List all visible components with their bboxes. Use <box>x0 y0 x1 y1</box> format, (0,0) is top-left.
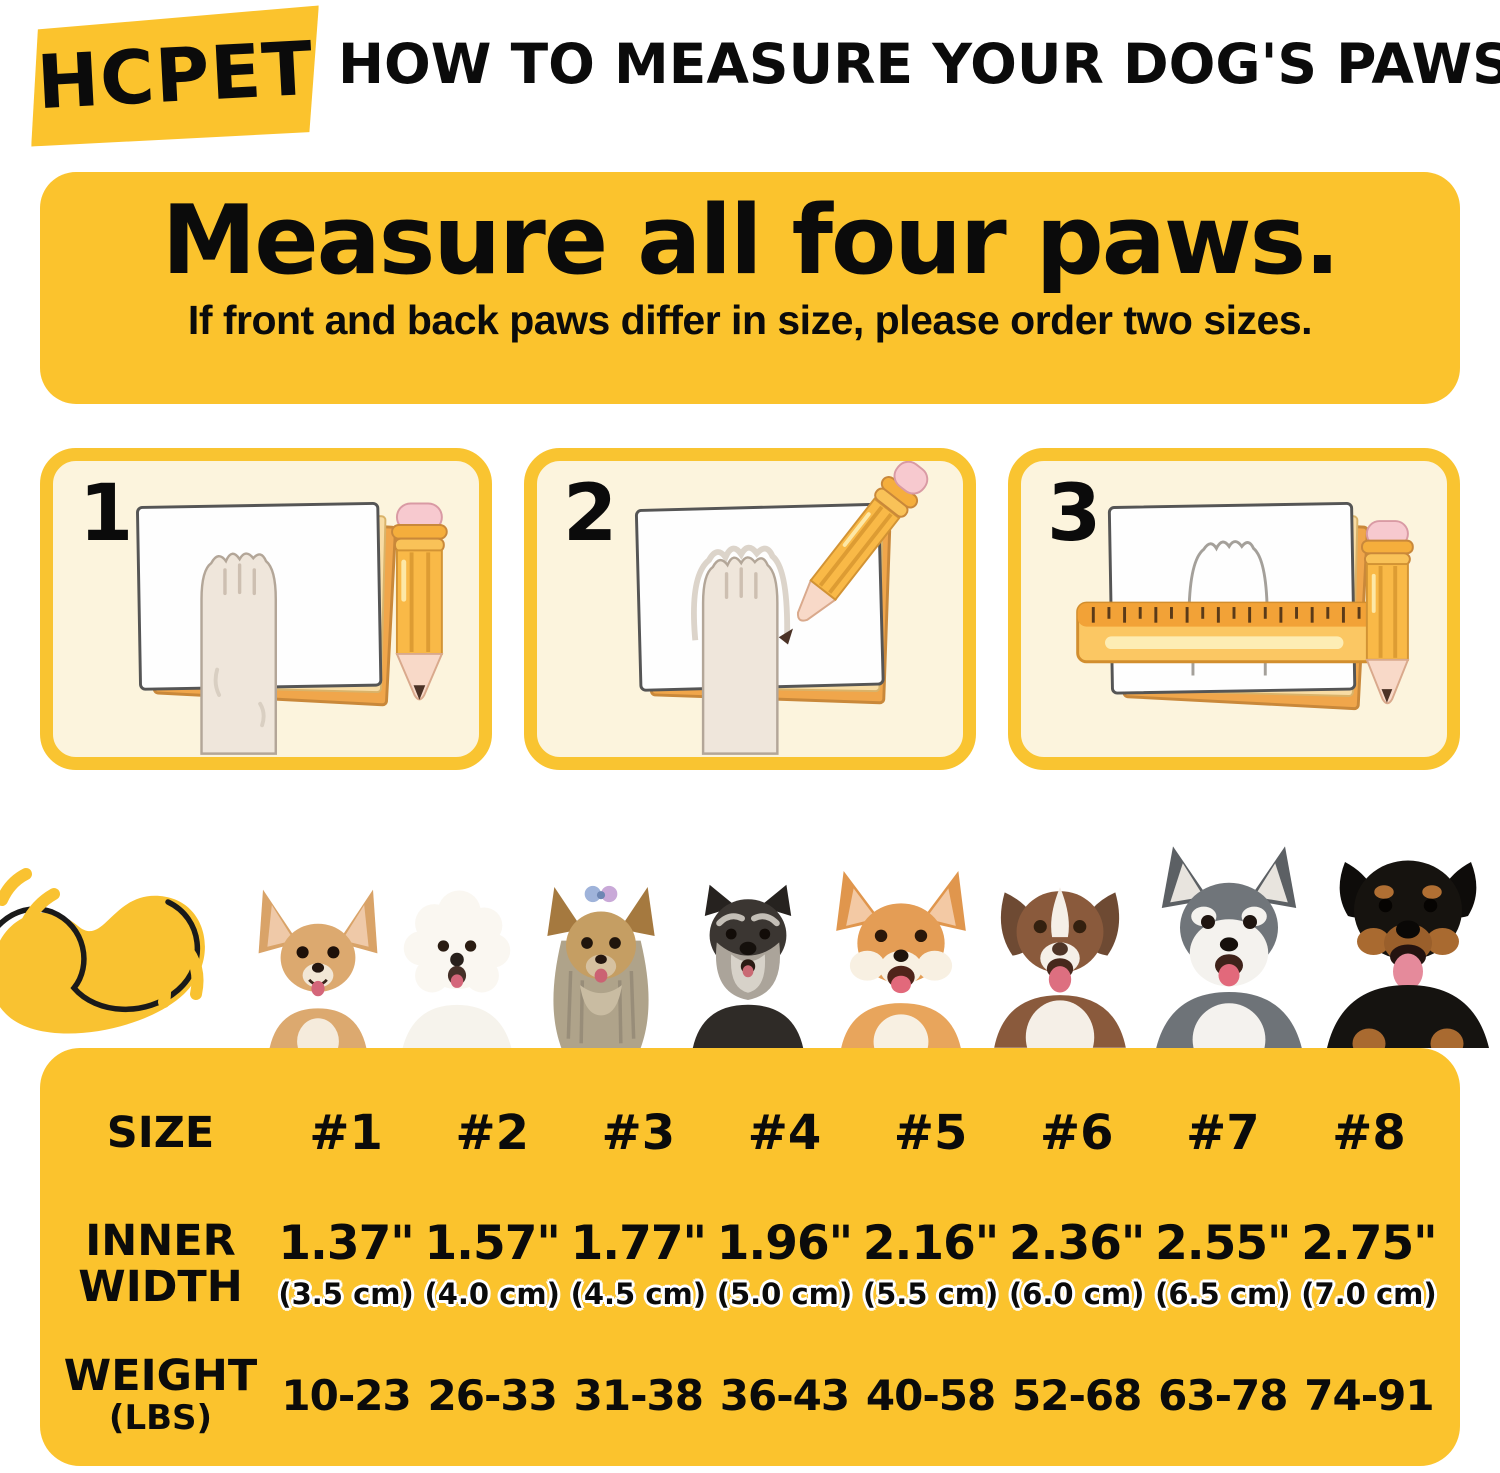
size-row-label: SIZE <box>106 1107 215 1158</box>
page-title: HOW TO MEASURE YOUR DOG'S PAWS <box>338 32 1500 96</box>
logo-text: HCPET <box>34 25 316 127</box>
inner-width-row-label: INNER WIDTH <box>78 1215 243 1312</box>
paw-on-paper-illustration <box>136 501 448 755</box>
step-number: 1 <box>79 469 134 559</box>
trace-paw-illustration <box>634 461 929 755</box>
weight-value: 52-68 <box>1012 1370 1142 1420</box>
inner-width-value: 2.75" (7.0 cm) <box>1301 1216 1437 1312</box>
dog-photo-australian-shepherd <box>994 887 1126 1048</box>
trace-outline <box>691 544 791 641</box>
weight-value: 40-58 <box>865 1370 996 1420</box>
dog-photo-husky <box>1155 846 1302 1048</box>
weight-row-label: WEIGHT (LBS) <box>63 1351 258 1438</box>
squiggle-doodle-icon <box>0 868 205 1034</box>
dog-photo-chihuahua <box>258 889 378 1048</box>
measure-banner: Measure all four paws. If front and back… <box>40 172 1460 404</box>
ruler-icon <box>1076 601 1402 664</box>
size-value: #6 <box>1039 1104 1114 1161</box>
pencil-icon <box>391 502 448 701</box>
size-value: #3 <box>601 1104 676 1161</box>
ruler-measure-illustration <box>1076 501 1414 711</box>
weight-value: 31-38 <box>573 1370 704 1420</box>
step-panel-1: 1 <box>40 448 492 770</box>
pencil-icon <box>778 461 929 645</box>
dog-photo-rottweiler <box>1326 860 1489 1048</box>
banner-subtitle: If front and back paws differ in size, p… <box>187 297 1313 343</box>
weight-value: 26-33 <box>427 1370 558 1420</box>
step-panel-3: 3 <box>1008 448 1460 770</box>
step-number: 2 <box>563 469 618 559</box>
dog-photo-yorkshire-terrier <box>547 885 655 1048</box>
weight-value: 36-43 <box>719 1370 850 1420</box>
step-number: 3 <box>1047 469 1102 559</box>
size-value: #7 <box>1186 1104 1260 1161</box>
size-value: #5 <box>893 1104 968 1161</box>
dog-photo-schnauzer <box>693 884 804 1048</box>
traced-paw-outline <box>1187 540 1269 611</box>
weight-value: 63-78 <box>1158 1370 1288 1420</box>
inner-width-value: 1.37" (3.5 cm) <box>278 1216 414 1312</box>
hcpet-logo: HCPET <box>29 5 321 146</box>
measuring-steps: 1 <box>40 448 1460 770</box>
size-value: #1 <box>309 1104 383 1161</box>
dog-photo-bichon-frise <box>403 890 512 1048</box>
inner-width-value: 1.77" (4.5 cm) <box>570 1216 707 1312</box>
dog-breeds-row <box>252 824 1498 1048</box>
size-value: #2 <box>455 1104 529 1161</box>
inner-width-value: 2.36" (6.0 cm) <box>1008 1216 1145 1312</box>
step-panel-2: 2 <box>524 448 976 770</box>
weight-value: 74-91 <box>1304 1370 1434 1420</box>
inner-width-value: 1.57" (4.0 cm) <box>424 1216 560 1312</box>
pencil-icon <box>1361 520 1414 705</box>
size-chart-table: SIZE #1 #2 #3 #4 #5 #6 #7 #8 INNER WIDTH… <box>40 1048 1460 1466</box>
dog-photo-shiba-inu <box>835 870 966 1048</box>
inner-width-value: 2.16" (5.5 cm) <box>862 1216 999 1312</box>
size-value: #8 <box>1332 1104 1406 1161</box>
inner-width-value: 1.96" (5.0 cm) <box>716 1216 853 1312</box>
weight-value: 10-23 <box>281 1370 411 1420</box>
size-value: #4 <box>747 1104 822 1161</box>
banner-title: Measure all four paws. <box>161 186 1341 296</box>
inner-width-value: 2.55" (6.5 cm) <box>1155 1216 1291 1312</box>
dog-paw <box>200 552 277 755</box>
dog-paw <box>701 556 779 755</box>
